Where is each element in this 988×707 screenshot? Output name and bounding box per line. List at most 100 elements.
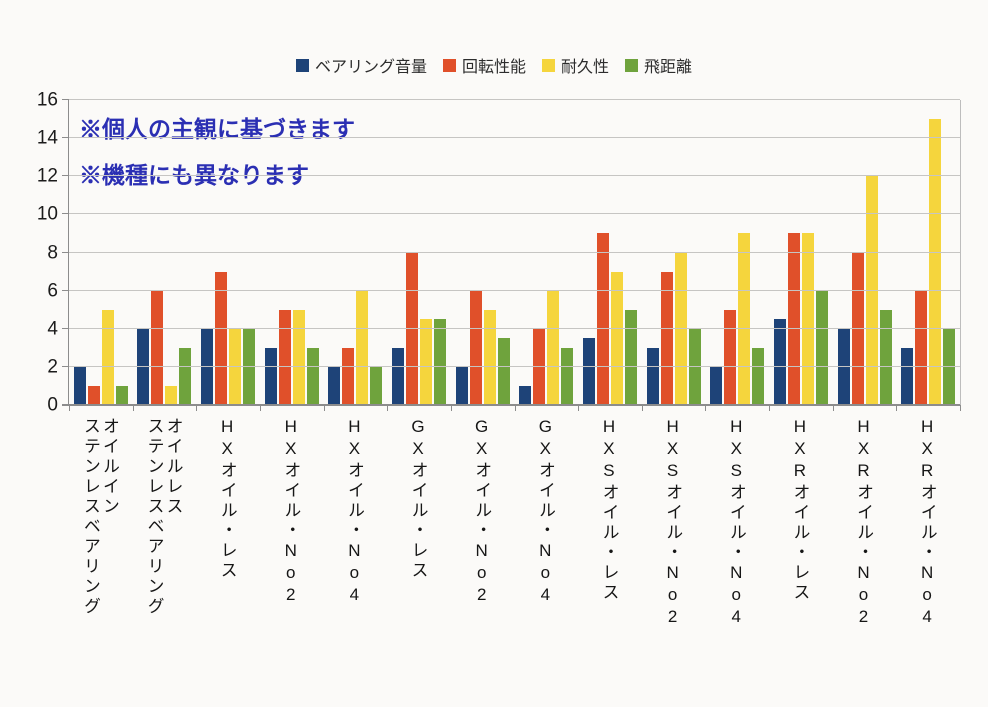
annotation-line-2: ※機種にも異なります: [79, 162, 309, 188]
bar-group: [133, 100, 197, 405]
gridline: [69, 175, 960, 177]
gridline: [69, 137, 960, 139]
bar-flight-distance: [370, 366, 383, 405]
y-axis-tick-label: 12: [36, 165, 58, 187]
y-axis-tick-label: 0: [47, 394, 58, 416]
category-label-text: GXオイル・No4: [535, 417, 555, 607]
bar-durability: [738, 233, 751, 405]
bar-bearing-noise: [392, 347, 405, 405]
gridline: [69, 251, 960, 253]
bar-flight-distance: [306, 347, 319, 405]
x-axis-labels: オイルイン ステンレスベアリング オイルレス ステンレスベアリング HXオイル・レス…: [68, 417, 959, 702]
x-axis-tick: [132, 405, 134, 411]
bar-flight-distance: [943, 328, 956, 405]
bar-durability: [865, 176, 878, 405]
category-label-text: GXオイル・No2: [472, 417, 492, 607]
legend-swatch-durability: [542, 58, 555, 72]
y-axis-tick: [62, 251, 69, 253]
bar-durability: [356, 290, 369, 405]
bar-bearing-noise: [137, 328, 150, 405]
bar-rotation-performance: [596, 233, 609, 405]
y-axis-tick: [62, 404, 69, 405]
x-axis-tick: [578, 405, 580, 411]
gridline: [69, 213, 960, 215]
bar-rotation-performance: [87, 385, 100, 405]
category-label-text: HXRオイル・No4: [917, 417, 937, 629]
bar-flight-distance: [115, 385, 128, 405]
bar-flight-distance: [179, 347, 192, 405]
category-label-text: HXRオイル・No2: [854, 417, 874, 629]
bar-rotation-performance: [724, 309, 737, 405]
bar-bearing-noise: [201, 328, 214, 405]
bar-group: [260, 100, 324, 405]
category-label-text: HXSオイル・No2: [663, 417, 683, 629]
y-axis-tick-label: 4: [47, 318, 58, 340]
bar-durability: [292, 309, 305, 405]
bar-group: [387, 100, 451, 405]
bar-durability: [801, 233, 814, 405]
bar-rotation-performance: [406, 252, 419, 405]
y-axis-tick-label: 6: [47, 280, 58, 302]
bar-durability: [610, 271, 623, 405]
x-axis-tick: [641, 405, 643, 411]
bar-flight-distance: [752, 347, 765, 405]
bar-durability: [929, 119, 942, 405]
y-axis-tick: [62, 137, 69, 139]
bar-group: [642, 100, 706, 405]
y-axis-tick: [62, 365, 69, 367]
y-axis-tick: [62, 99, 69, 100]
category-label: GXオイル・レス: [386, 417, 450, 702]
bar-bearing-noise: [901, 347, 914, 405]
category-label: HXSオイル・No2: [641, 417, 705, 702]
x-axis-tick: [387, 405, 389, 411]
bar-groups-inner: [69, 100, 960, 405]
legend-item-durability: 耐久性: [542, 53, 609, 77]
legend-swatch-bearing-noise: [295, 58, 309, 72]
bar-flight-distance: [688, 328, 701, 405]
x-axis-tick: [769, 405, 771, 411]
category-label: オイルレス ステンレスベアリング: [132, 417, 196, 702]
bar-group: [833, 100, 897, 405]
bar-group: [324, 100, 388, 405]
y-axis-tick-label: 16: [36, 89, 58, 111]
category-label-text: オイルイン ステンレスベアリング: [80, 417, 119, 617]
category-label: HXSオイル・レス: [577, 417, 641, 702]
bar-durability: [420, 319, 433, 405]
bar-flight-distance: [243, 328, 256, 405]
y-axis-tick-label: 14: [36, 127, 58, 149]
bar-rotation-performance: [851, 252, 864, 405]
bar-groups: [69, 100, 960, 405]
gridline: [69, 327, 960, 329]
bar-rotation-performance: [787, 233, 800, 405]
bar-bearing-noise: [73, 366, 86, 405]
x-axis-tick: [323, 405, 325, 411]
bar-flight-distance: [815, 290, 828, 405]
bar-rotation-performance: [533, 328, 546, 405]
y-axis-tick: [62, 175, 69, 177]
bar-bearing-noise: [646, 347, 659, 405]
gridline: [69, 365, 960, 367]
bar-durability: [165, 385, 178, 405]
bar-rotation-performance: [915, 290, 928, 405]
category-label: GXオイル・No2: [450, 417, 514, 702]
legend-label: 回転性能: [461, 59, 526, 76]
bar-bearing-noise: [264, 347, 277, 405]
x-axis-tick: [450, 405, 452, 411]
bar-durability: [674, 252, 687, 405]
bar-group: [514, 100, 578, 405]
x-axis-tick: [960, 405, 961, 411]
category-label: GXオイル・No4: [513, 417, 577, 702]
bar-group: [769, 100, 833, 405]
x-axis-tick: [705, 405, 707, 411]
gridline: [69, 99, 960, 100]
y-axis-tick: [62, 327, 69, 329]
category-label: HXRオイル・No4: [895, 417, 959, 702]
x-axis-line: [62, 404, 960, 406]
x-axis-tick: [514, 405, 516, 411]
legend-item-flight-distance: 飛距離: [625, 53, 692, 77]
category-label-text: HXSオイル・レス: [599, 417, 619, 603]
x-axis-tick: [832, 405, 834, 411]
y-axis-tick: [62, 289, 69, 291]
x-axis-tick: [896, 405, 898, 411]
legend: ベアリング音量 回転性能 耐久性 飛距離: [0, 53, 988, 77]
